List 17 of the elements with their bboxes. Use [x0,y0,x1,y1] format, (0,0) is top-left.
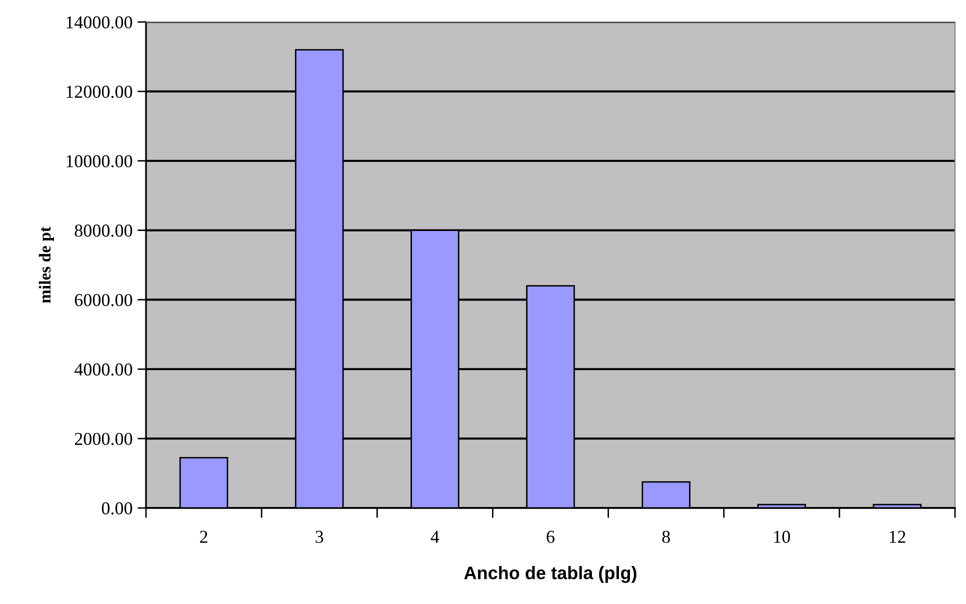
y-tick-label: 8000.00 [74,224,132,237]
x-tick-label: 12 [890,530,906,543]
x-tick-label: 4 [430,530,440,543]
x-axis-title: Ancho de tabla (plg) [464,566,636,583]
x-tick-label: 8 [662,530,670,543]
x-tick-label: 6 [546,530,554,543]
y-tick-label: 10000.00 [66,155,132,168]
y-tick-label: 2000.00 [74,432,132,446]
y-tick-label: 14000.00 [66,16,132,29]
y-tick-label: 4000.00 [74,363,132,376]
x-tick-label: 10 [774,530,790,543]
y-axis-title: miles de pt [38,226,54,303]
y-tick-label: 12000.00 [66,86,132,98]
x-tick-label: 2 [200,530,208,543]
y-tick-label: 0.00 [102,502,132,515]
y-tick-label: 6000.00 [74,294,132,306]
x-tick-label: 3 [316,530,324,543]
